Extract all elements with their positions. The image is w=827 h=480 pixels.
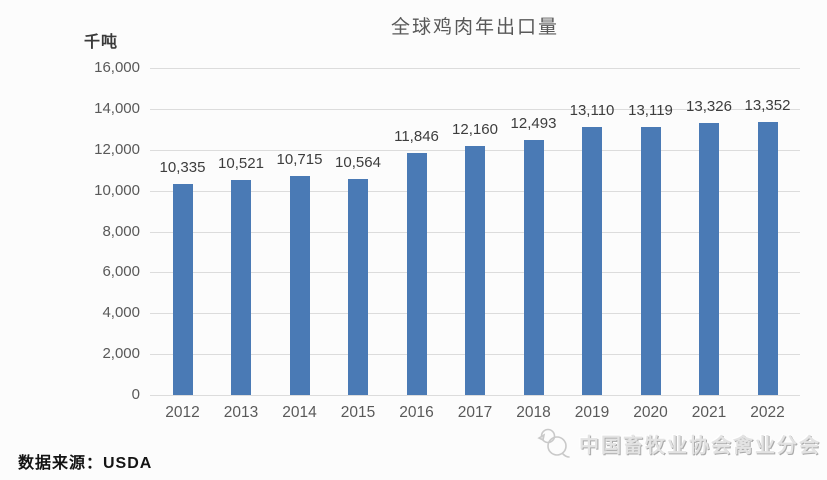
x-tick-label: 2018 [516, 404, 551, 421]
watermark-text: 中国畜牧业协会禽业分会 [579, 434, 821, 457]
gridline [150, 68, 800, 69]
x-tick-label: 2012 [165, 404, 200, 421]
bar-2016 [406, 152, 427, 395]
bar-value-label: 11,846 [394, 127, 439, 145]
gridline [150, 395, 800, 396]
data-source-label: 数据来源：USDA [18, 455, 153, 472]
y-axis-unit-label: 千吨 [84, 34, 119, 51]
x-tick-label: 2017 [457, 404, 493, 421]
y-tick-label: 8,000 [102, 222, 140, 240]
x-tick-label: 2016 [399, 404, 434, 421]
bar-value-label: 13,352 [744, 97, 791, 115]
bar-value-label: 12,160 [452, 121, 498, 139]
y-tick-label: 14,000 [94, 99, 140, 117]
bar-2013 [231, 179, 251, 395]
bar-2020 [640, 126, 661, 395]
x-tick-label: 2013 [223, 404, 259, 421]
bar-2012 [172, 183, 193, 395]
x-tick-label: 2019 [574, 404, 610, 421]
x-tick-label: 2022 [750, 404, 785, 421]
bar-value-label: 10,715 [276, 151, 323, 168]
chart-title: 全球鸡肉年出口量 [390, 17, 559, 38]
bar-value-label: 10,521 [218, 154, 264, 172]
y-tick-label: 12,000 [94, 140, 140, 158]
gridline [150, 108, 800, 110]
y-tick-label: 6,000 [102, 263, 140, 281]
y-tick-label: 10,000 [94, 181, 140, 199]
bar-value-label: 13,119 [628, 101, 673, 119]
bar-2015 [348, 179, 368, 395]
bar-2019 [582, 127, 602, 395]
y-tick-label: 16,000 [94, 59, 140, 76]
y-tick-label: 2,000 [102, 345, 140, 363]
watermark: 中国畜牧业协会禽业分会 [536, 426, 821, 460]
x-tick-label: 2020 [633, 404, 668, 421]
x-tick-label: 2015 [340, 404, 376, 421]
bar-value-label: 13,326 [686, 97, 732, 115]
y-tick-label: 4,000 [102, 304, 140, 322]
bar-2018 [523, 139, 544, 395]
bar-value-label: 12,493 [510, 114, 557, 132]
association-bird-logo-icon [536, 426, 574, 460]
bar-value-label: 10,564 [335, 154, 381, 172]
bar-2022 [757, 122, 778, 395]
x-tick-label: 2021 [691, 404, 727, 421]
bar-value-label: 10,335 [159, 158, 206, 176]
y-tick-label: 0 [131, 386, 140, 403]
bar-2014 [289, 176, 310, 395]
x-tick-label: 2014 [282, 404, 317, 421]
bar-value-label: 13,110 [569, 102, 615, 120]
bar-2017 [465, 146, 485, 395]
bar-2021 [699, 122, 719, 395]
